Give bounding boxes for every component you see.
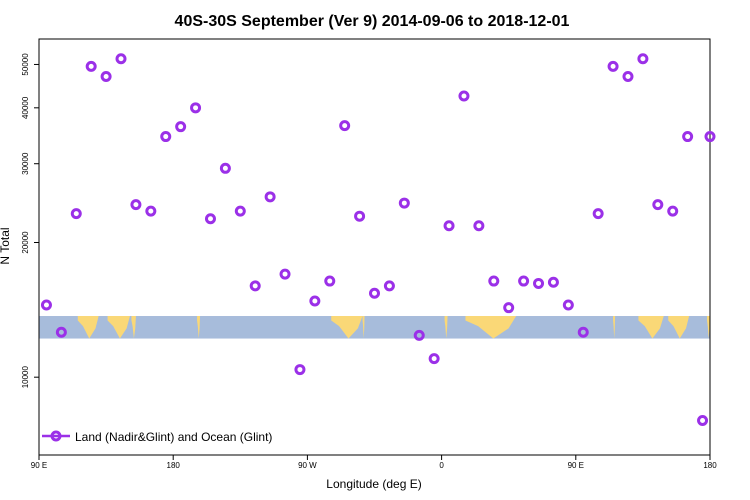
map-land [197,316,201,339]
data-point [324,275,336,287]
x-axis: 90 E 180 90 W 0 90 E 180 [31,455,717,470]
map-land [707,316,710,339]
data-point [667,205,679,217]
map-land [444,316,448,339]
map-land [668,316,690,339]
data-point [473,220,485,232]
data-point [145,205,157,217]
data-point [55,326,67,338]
data-point [443,220,455,232]
data-point [562,299,574,311]
data-point [190,102,202,114]
legend-marker [50,430,62,442]
data-point [294,364,306,376]
data-point [309,295,321,307]
data-point [40,299,52,311]
data-point [339,120,351,132]
map-land [465,316,517,339]
data-point [85,60,97,72]
x-tick-label: 0 [439,461,444,470]
x-axis-label: Longitude (deg E) [326,477,421,491]
data-point [279,268,291,280]
data-point [413,329,425,341]
data-points [40,53,716,427]
map-land [362,316,365,339]
data-point [130,199,142,211]
data-point [503,302,515,314]
data-point [369,287,380,299]
data-point [682,131,694,143]
x-tick-label: 90 E [568,461,584,470]
map-land [638,316,664,339]
data-point [458,90,470,102]
data-point [592,208,604,220]
data-point [488,275,500,287]
legend-label: Land (Nadir&Glint) and Ocean (Glint) [75,430,272,444]
plot-frame [38,38,711,456]
y-tick-label: 40000 [21,96,30,119]
data-point [70,208,82,220]
y-tick-label: 30000 [21,152,30,175]
data-point [652,199,664,211]
map-land [613,316,616,339]
data-point [160,131,172,143]
x-tick-label: 90 W [298,461,317,470]
data-point [637,53,649,65]
data-point [264,191,276,203]
map-land [107,316,130,339]
data-point [100,70,112,82]
x-tick-label: 90 E [31,461,47,470]
data-point [518,275,530,287]
y-tick-label: 50000 [21,53,30,76]
map-land [331,316,363,339]
data-point [219,162,231,174]
map-ocean [39,316,710,339]
y-tick-label: 20000 [21,231,30,254]
data-point [234,205,246,217]
data-point [577,326,589,338]
data-point [175,121,187,133]
data-point [354,210,366,222]
data-point [204,213,216,225]
y-tick-label: 10000 [21,366,30,389]
data-point [547,276,559,288]
chart-title: 40S-30S September (Ver 9) 2014-09-06 to … [175,13,570,30]
data-point [383,280,395,292]
map-strip [39,316,710,339]
data-point [697,415,709,427]
legend: Land (Nadir&Glint) and Ocean (Glint) [42,430,272,444]
x-tick-label: 180 [703,461,717,470]
data-point [249,280,261,292]
data-point [533,277,545,289]
map-land [77,316,99,339]
data-point [704,131,716,143]
data-point [398,197,410,209]
x-tick-label: 180 [167,461,181,470]
y-axis: 10000 20000 30000 40000 50000 [21,53,39,389]
data-point [622,70,634,82]
data-point [607,60,619,72]
data-point [115,53,127,65]
map-land [131,316,136,339]
y-axis-label: N Total [0,227,12,264]
data-point [428,353,440,365]
